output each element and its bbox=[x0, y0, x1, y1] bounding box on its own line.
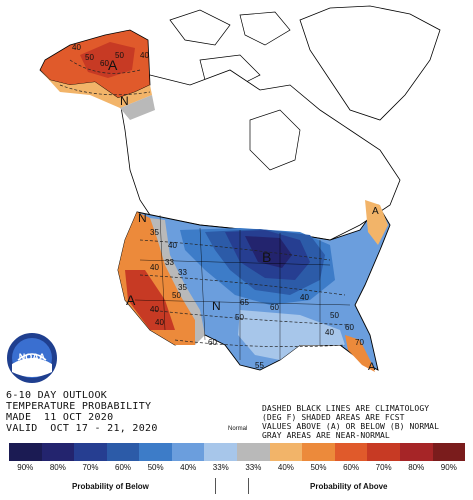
below-probability-label: Probability of Below bbox=[72, 482, 149, 491]
rockies-N-label: N bbox=[212, 299, 221, 313]
note-line-2: (DEG F) SHADED AREAS ARE FCST bbox=[262, 413, 405, 422]
climatology-contours bbox=[59, 59, 351, 348]
legend-percent-label: 33% bbox=[245, 463, 262, 472]
legend-swatch bbox=[204, 443, 238, 461]
legend-note: DASHED BLACK LINES ARE CLIMATOLOGY (DEG … bbox=[262, 404, 439, 440]
northeast-above bbox=[365, 200, 388, 245]
contour-label: 40 bbox=[300, 293, 309, 302]
west-N-label: N bbox=[138, 211, 147, 225]
contour-label: 40 bbox=[150, 305, 159, 314]
legend-swatch bbox=[139, 443, 172, 461]
contour-label: 40 bbox=[150, 263, 159, 272]
alaska-inner bbox=[80, 42, 135, 78]
legend-swatch bbox=[334, 443, 368, 461]
legend-swatch bbox=[41, 443, 75, 461]
contour-label: 50 bbox=[172, 291, 181, 300]
west-A-label: A bbox=[126, 292, 136, 308]
note-line-4: GRAY AREAS ARE NEAR-NORMAL bbox=[262, 431, 390, 440]
contour-label: 35 bbox=[150, 228, 159, 237]
legend-percent-label: 90% bbox=[440, 463, 457, 472]
legend-percent-label: 50% bbox=[310, 463, 327, 472]
state-lines bbox=[134, 214, 351, 360]
legend-normal-label: Normal bbox=[228, 426, 248, 432]
legend-percent-label: 60% bbox=[115, 463, 132, 472]
contour-label: 65 bbox=[240, 298, 249, 307]
noaa-logo: NOAA bbox=[5, 331, 59, 385]
note-line-3: VALUES ABOVE (A) OR BELOW (B) NORMAL bbox=[262, 422, 439, 431]
contour-label: 40 bbox=[168, 241, 177, 250]
contour-label: 40 bbox=[140, 51, 149, 60]
hudson-bay bbox=[249, 109, 301, 171]
central-below-90 bbox=[245, 236, 292, 268]
legend-percent-label: 60% bbox=[343, 463, 360, 472]
contour-label: 60 bbox=[208, 338, 217, 347]
caption-line-4: VALID OCT 17 - 21, 2020 bbox=[6, 423, 158, 434]
legend-percent-labels: 90% 80% 70% 60% 50% 40% 33% 33% 40% 50% 60% 70% 80% 9… bbox=[9, 463, 465, 472]
contour-label: 50 bbox=[85, 53, 94, 62]
legend-divider-right bbox=[248, 478, 249, 494]
probability-legend bbox=[9, 443, 466, 461]
contour-label: 60 bbox=[270, 303, 279, 312]
florida-A-label: A bbox=[368, 361, 376, 373]
contour-label: 60 bbox=[100, 59, 109, 68]
legend-swatch bbox=[106, 443, 140, 461]
caption-line-2: TEMPERATURE PROBABILITY bbox=[6, 401, 152, 412]
legend-swatch bbox=[367, 443, 400, 461]
west-near-normal bbox=[150, 218, 205, 345]
contour-label: 40 bbox=[325, 328, 334, 337]
south-below-33 bbox=[238, 310, 345, 360]
legend-percent-label: 80% bbox=[408, 463, 425, 472]
contour-label: 40 bbox=[72, 43, 81, 52]
contour-label: 33 bbox=[178, 268, 187, 277]
alaska-N-label: N bbox=[120, 94, 129, 108]
legend-swatch bbox=[237, 443, 270, 461]
alaska-near-normal bbox=[120, 95, 155, 120]
alaska-edge bbox=[40, 70, 152, 108]
legend-swatch bbox=[74, 443, 107, 461]
legend-percent-label: 40% bbox=[277, 463, 294, 472]
legend-swatch bbox=[432, 443, 466, 461]
florida-above bbox=[345, 335, 375, 372]
noaa-logo-text: NOAA bbox=[19, 352, 46, 362]
legend-percent-label: 70% bbox=[82, 463, 99, 472]
contour-label: 35 bbox=[178, 283, 187, 292]
contour-label: 70 bbox=[355, 338, 364, 347]
contour-label: 50 bbox=[330, 311, 339, 320]
legend-swatch bbox=[399, 443, 433, 461]
greenland-outline bbox=[299, 5, 441, 121]
legend-percent-label: 80% bbox=[49, 463, 66, 472]
contour-label: 33 bbox=[165, 258, 174, 267]
northeast-A-label: A bbox=[372, 206, 379, 217]
legend-swatch bbox=[269, 443, 303, 461]
legend-divider-left bbox=[215, 478, 216, 494]
contour-label: 55 bbox=[255, 361, 264, 370]
west-above-inner bbox=[125, 270, 175, 330]
above-probability-label: Probability of Above bbox=[310, 482, 388, 491]
legend-percent-label: 33% bbox=[212, 463, 229, 472]
legend-percent-label: 50% bbox=[147, 463, 164, 472]
legend-swatch bbox=[171, 443, 205, 461]
outlook-caption: 6-10 DAY OUTLOOK TEMPERATURE PROBABILITY… bbox=[6, 390, 158, 434]
contour-label: 40 bbox=[155, 318, 164, 327]
legend-swatch bbox=[9, 443, 42, 461]
alaska-A-label: A bbox=[108, 57, 118, 73]
legend-percent-label: 90% bbox=[17, 463, 34, 472]
contour-label: 60 bbox=[345, 323, 354, 332]
caption-line-3: MADE 11 OCT 2020 bbox=[6, 412, 114, 423]
legend-percent-label: 70% bbox=[375, 463, 392, 472]
legend-swatch bbox=[302, 443, 335, 461]
contour-label: 50 bbox=[115, 51, 124, 60]
legend-percent-label: 40% bbox=[180, 463, 197, 472]
central-B-label: B bbox=[262, 249, 271, 265]
caption-line-1: 6-10 DAY OUTLOOK bbox=[6, 390, 108, 401]
note-line-1: DASHED BLACK LINES ARE CLIMATOLOGY bbox=[262, 404, 430, 413]
contour-label: 50 bbox=[235, 313, 244, 322]
